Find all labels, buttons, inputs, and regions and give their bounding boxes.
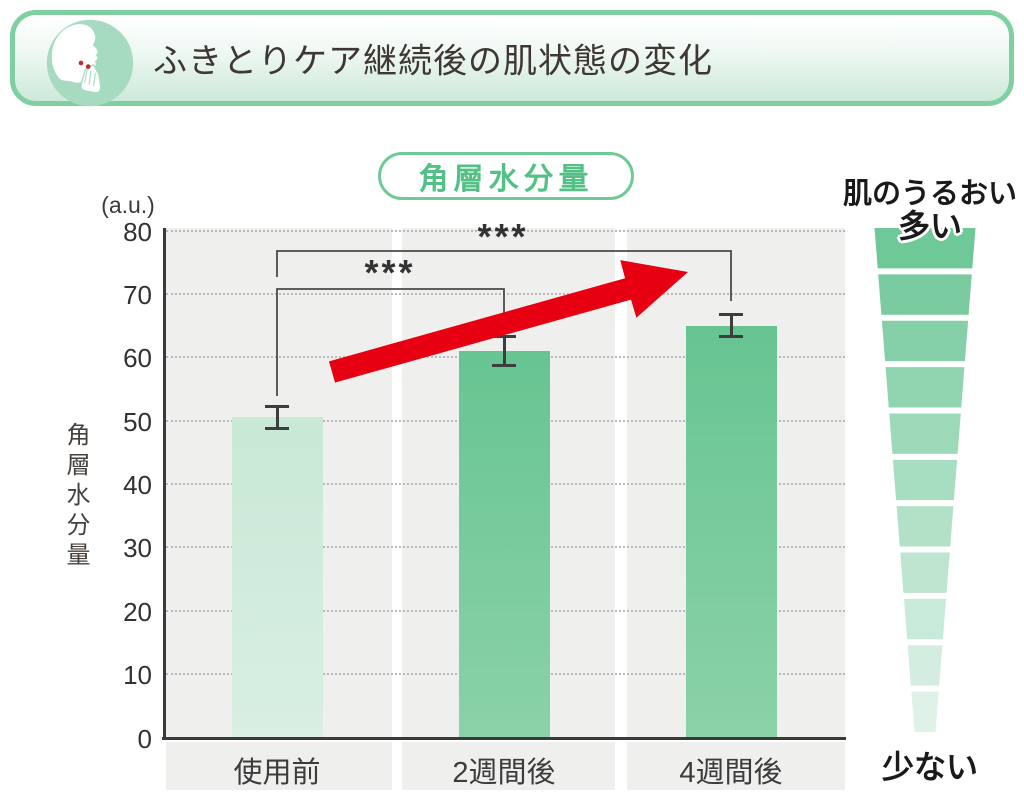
moisture-scale-segment bbox=[911, 691, 939, 732]
moisture-scale-label-top: 肌のうるおい bbox=[842, 178, 1017, 210]
gridline bbox=[166, 292, 845, 295]
gridline bbox=[166, 229, 845, 232]
header-banner: ふきとりケア継続後の肌状態の変化 bbox=[10, 10, 1014, 107]
y-axis-unit-label: (a.u.) bbox=[101, 192, 155, 218]
moisture-scale-label-many: 多い bbox=[897, 208, 962, 244]
moisture-scale-segment bbox=[903, 598, 947, 640]
y-tick-label: 60 bbox=[123, 343, 152, 374]
error-bar bbox=[275, 404, 279, 431]
bar-4週間後 bbox=[685, 325, 777, 738]
bar-2週間後 bbox=[458, 350, 550, 738]
moisture-scale-segment bbox=[907, 645, 943, 686]
moisture-scale-segment bbox=[885, 367, 965, 408]
skin-spot-dot bbox=[78, 60, 84, 66]
error-bar bbox=[502, 335, 506, 367]
y-tick-label: 0 bbox=[137, 723, 152, 754]
bar-使用前 bbox=[231, 417, 323, 738]
x-label-band bbox=[166, 742, 392, 790]
error-bar bbox=[729, 312, 733, 339]
y-tick-label: 50 bbox=[123, 406, 152, 437]
chart-title-pill: 角層水分量 bbox=[378, 152, 634, 200]
x-label-band bbox=[627, 742, 845, 790]
y-tick-label: 30 bbox=[123, 533, 152, 564]
y-tick-label: 70 bbox=[123, 279, 152, 310]
face-profile-skincare-icon bbox=[46, 19, 134, 107]
moisture-scale-segment bbox=[878, 274, 972, 315]
moisture-scale-segment bbox=[892, 459, 958, 501]
x-axis-label: 2週間後 bbox=[452, 757, 556, 789]
moisture-scale-segment bbox=[900, 552, 950, 593]
y-tick-label: 10 bbox=[123, 660, 152, 691]
significance-stars-1: *** bbox=[364, 252, 416, 293]
x-axis-line bbox=[162, 737, 846, 740]
moisture-scale-label-few: 少ない bbox=[881, 749, 978, 785]
moisture-scale-segment bbox=[889, 413, 961, 454]
significance-stars-2: *** bbox=[477, 216, 529, 257]
skin-spot-dot bbox=[85, 64, 91, 69]
y-tick-label: 40 bbox=[123, 470, 152, 500]
x-label-band bbox=[402, 742, 615, 790]
moisture-scale-segment bbox=[881, 320, 969, 362]
moisture-scale-segment bbox=[874, 228, 976, 269]
x-axis-label: 4週間後 bbox=[679, 757, 783, 789]
y-axis-title: 角層水分量 bbox=[62, 422, 89, 572]
page-title: ふきとりケア継続後の肌状態の変化 bbox=[153, 42, 713, 81]
x-axis-label: 使用前 bbox=[233, 757, 321, 789]
chart-title: 角層水分量 bbox=[418, 163, 594, 196]
y-tick-label: 20 bbox=[123, 596, 152, 627]
moisture-scale-funnel bbox=[874, 228, 976, 732]
moisture-scale-segment bbox=[896, 506, 954, 547]
y-tick-label: 80 bbox=[123, 216, 152, 247]
y-axis-line bbox=[163, 228, 166, 739]
